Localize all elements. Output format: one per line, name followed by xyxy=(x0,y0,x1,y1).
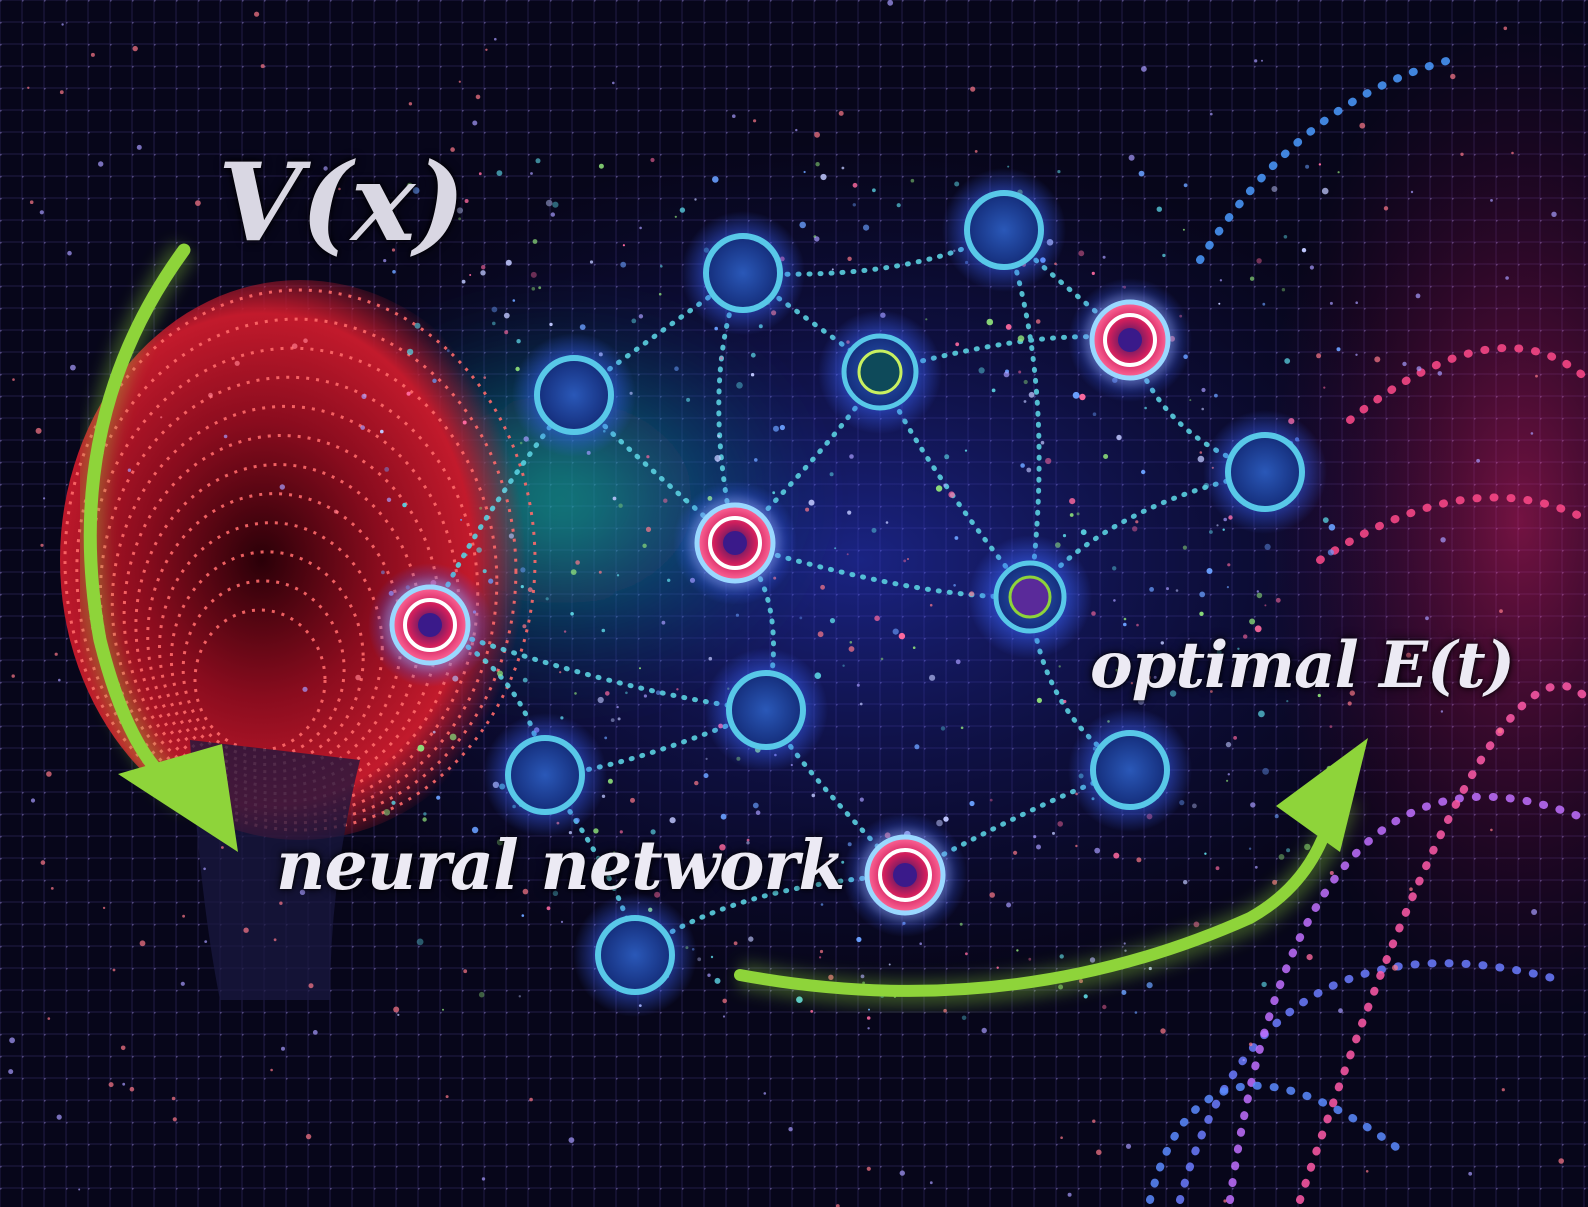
neural-node-icon xyxy=(1068,278,1192,402)
neural-node-icon xyxy=(512,333,636,457)
neural-node-icon xyxy=(704,648,828,772)
neural-node-icon xyxy=(1203,410,1327,534)
neural-node-icon xyxy=(573,893,697,1017)
neural-node-icon xyxy=(1068,708,1192,832)
neural-node-icon xyxy=(843,813,967,937)
neural-node-icon xyxy=(681,211,805,335)
arrow-down-icon xyxy=(77,242,238,852)
potential-label: V(x) xyxy=(218,140,465,266)
neural-node-icon xyxy=(818,310,942,434)
neural-node-icon xyxy=(368,563,492,687)
neural-node-icon xyxy=(968,535,1092,659)
neural-node-icon xyxy=(942,168,1066,292)
neural-node-icon xyxy=(483,713,607,837)
neural-network-label: neural network xyxy=(276,826,845,906)
neural-node-icon xyxy=(673,481,797,605)
arrow-up-right-icon xyxy=(734,738,1368,1007)
optimal-field-label: optimal E(t) xyxy=(1090,628,1515,703)
neural-network-nodes xyxy=(368,168,1327,1017)
dotted-waves xyxy=(1146,56,1588,1204)
